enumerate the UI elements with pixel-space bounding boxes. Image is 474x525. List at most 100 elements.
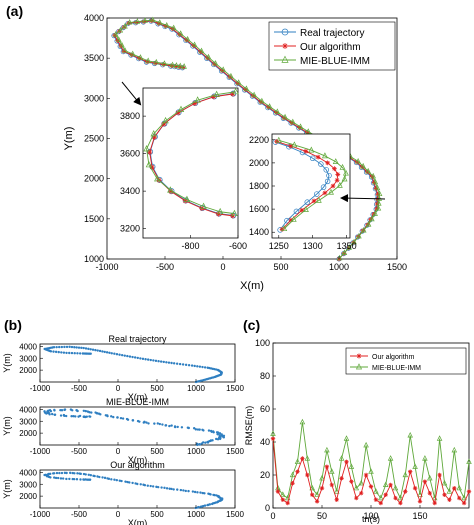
- marker-mie: [324, 446, 330, 453]
- marker-mie: [305, 128, 312, 134]
- trajectory-point: [76, 472, 79, 475]
- trajectory-point: [208, 503, 212, 506]
- trajectory-point: [61, 477, 65, 480]
- trajectory-point: [68, 345, 71, 349]
- legend-a: Real trajectory Our algorithm MIE-BLUE-IMM: [268, 21, 396, 71]
- series-line-mie: [272, 422, 470, 500]
- trajectory-point: [43, 473, 46, 477]
- trajectory-point: [201, 365, 204, 369]
- trajectory-point: [73, 346, 76, 349]
- trajectory-point: [104, 414, 108, 417]
- x-tick-label: 1500: [226, 447, 244, 456]
- legend-label-ours: Our algorithm: [372, 354, 415, 361]
- x-tick-label: 1500: [387, 262, 407, 272]
- legend-marker-mie: [281, 55, 289, 63]
- marker-mie: [137, 54, 144, 60]
- trajectory-point: [80, 346, 83, 350]
- marker-mie: [291, 141, 298, 148]
- marker-ours: [314, 499, 320, 504]
- marker-mie: [333, 488, 340, 494]
- marker-ours: [219, 68, 225, 73]
- y-tick-label: 4000: [19, 342, 37, 351]
- marker-mie: [397, 494, 404, 501]
- y-tick-label: 3000: [19, 417, 37, 426]
- marker-mie: [451, 446, 458, 453]
- marker-ours: [315, 154, 321, 160]
- marker-mie: [162, 116, 169, 124]
- marker-ours: [354, 495, 359, 501]
- marker-mie: [348, 463, 355, 469]
- marker-real: [323, 167, 330, 173]
- marker-mie: [456, 484, 462, 491]
- trajectory-point: [121, 417, 125, 420]
- x-tick-label: 1500: [226, 384, 244, 393]
- marker-mie: [436, 435, 443, 441]
- x-tick-label: 1000: [187, 447, 205, 456]
- legend-label-mie: MIE-BLUE-IMM: [300, 56, 370, 67]
- marker-mie: [134, 18, 141, 24]
- chart-b-mie: -1000 -500 0 500 1000 1500 2000 3000 4000 MIE-BLU…: [2, 397, 244, 465]
- x-tick-label: 1000: [187, 384, 205, 393]
- x-tick-label: -1000: [30, 384, 51, 393]
- trajectory-point: [164, 424, 168, 427]
- y-axis-label: Y(m): [2, 479, 12, 499]
- trajectory-point: [192, 427, 196, 430]
- marker-mie: [275, 136, 282, 143]
- trajectory-point: [125, 417, 129, 421]
- trajectory-point: [73, 352, 76, 355]
- trajectory-point: [139, 357, 142, 360]
- trajectory-point: [48, 413, 51, 416]
- trajectory-point: [75, 478, 79, 481]
- subplot-title: MIE-BLUE-IMM: [106, 397, 169, 407]
- marker-ours: [288, 217, 294, 223]
- y-tick-label: 1800: [249, 181, 269, 191]
- y-tick-label: 3500: [84, 53, 104, 63]
- trajectory-point: [156, 422, 159, 425]
- marker-ours: [325, 160, 331, 166]
- marker-ours: [335, 172, 341, 177]
- series-line-ours: [149, 93, 233, 217]
- legend-box: [345, 347, 467, 375]
- marker-mie: [407, 431, 413, 438]
- trajectory-point: [59, 408, 62, 412]
- marker-mie: [304, 455, 311, 461]
- panel-label-a: (a): [6, 3, 23, 19]
- marker-ours: [329, 482, 334, 488]
- x-tick-label: -1000: [30, 510, 51, 519]
- trajectory-point: [103, 476, 107, 480]
- marker-mie: [183, 195, 191, 202]
- marker-ours: [363, 472, 369, 478]
- trajectory-point: [163, 486, 166, 490]
- marker-ours: [360, 228, 365, 233]
- trajectory-point: [153, 422, 156, 425]
- trajectory-point: [82, 472, 86, 476]
- trajectory-point: [89, 473, 93, 477]
- marker-ours: [212, 61, 217, 67]
- marker-mie: [353, 484, 360, 491]
- marker-mie: [358, 479, 364, 486]
- x-axis-label: X(m): [128, 518, 148, 525]
- trajectory-point: [84, 409, 87, 413]
- marker-ours: [182, 198, 188, 204]
- trajectory-point: [108, 351, 111, 355]
- chart-a-inset-right: 1250 1300 1350 1400 1600 1800 2000 2200: [249, 133, 357, 251]
- marker-mie: [321, 152, 328, 159]
- x-tick-label: 1250: [269, 241, 289, 251]
- trajectory-point: [58, 471, 61, 475]
- trajectory-point: [159, 360, 163, 363]
- trajectory-point: [167, 361, 171, 364]
- trajectory-point: [126, 354, 129, 358]
- marker-ours: [184, 37, 189, 43]
- marker-ours: [461, 500, 467, 506]
- marker-ours: [339, 476, 344, 481]
- trajectory-point: [49, 350, 53, 353]
- trajectory-point: [73, 477, 76, 481]
- marker-mie: [309, 484, 315, 491]
- trajectory-point: [198, 365, 202, 368]
- trajectory-point: [206, 366, 209, 369]
- trajectory-point: [94, 348, 97, 352]
- trajectory-point: [128, 481, 131, 484]
- marker-mie: [145, 160, 153, 168]
- marker-mie: [365, 167, 371, 174]
- trajectory-point: [195, 442, 199, 446]
